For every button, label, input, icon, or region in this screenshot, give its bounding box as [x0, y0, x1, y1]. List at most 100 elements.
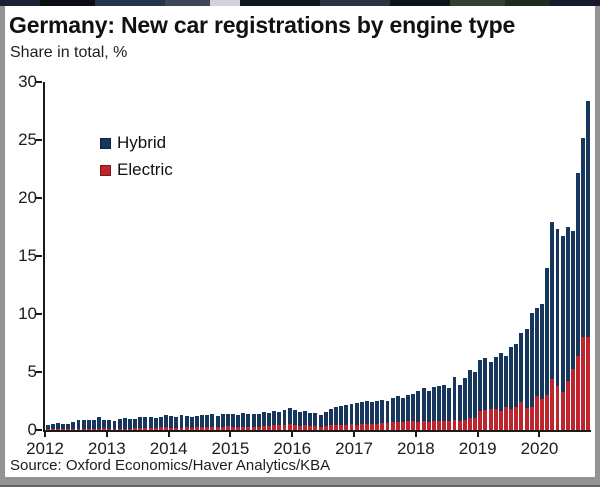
- chart-canvas: Germany: New car registrations by engine…: [5, 6, 595, 477]
- bar: [256, 414, 261, 430]
- x-tick: [476, 432, 479, 437]
- bar: [555, 229, 560, 430]
- x-tick: [105, 432, 108, 437]
- bar: [55, 423, 60, 430]
- x-tick-label: 2014: [149, 439, 188, 458]
- bar: [406, 395, 411, 430]
- bar: [287, 407, 292, 430]
- bar: [364, 401, 369, 430]
- bar: [231, 414, 235, 430]
- x-tick: [229, 432, 232, 437]
- bar: [550, 222, 555, 430]
- y-tick: [36, 197, 42, 199]
- bar: [236, 414, 241, 430]
- y-tick-label: 25: [18, 130, 37, 149]
- bar: [66, 424, 71, 430]
- bar: [519, 332, 524, 430]
- bar: [467, 369, 472, 430]
- bar: [184, 415, 189, 430]
- bar: [354, 403, 359, 430]
- y-tick: [36, 313, 42, 315]
- bar: [86, 419, 91, 430]
- bar: [488, 361, 493, 430]
- bar: [534, 308, 539, 430]
- bar: [205, 414, 210, 430]
- bar: [138, 416, 143, 430]
- bar: [560, 236, 565, 430]
- x-tick: [353, 432, 356, 437]
- bar: [200, 414, 205, 430]
- bar: [493, 356, 498, 430]
- hybrid-swatch-icon: [100, 137, 111, 149]
- bar: [97, 417, 102, 430]
- x-axis-line: [43, 430, 591, 432]
- y-tick: [36, 371, 42, 373]
- bar: [261, 412, 266, 430]
- y-tick-label: 15: [18, 246, 37, 265]
- chart-subtitle: Share in total, %: [10, 44, 128, 61]
- y-tick-label: 20: [18, 188, 37, 207]
- bar: [282, 409, 287, 430]
- bar: [473, 372, 478, 430]
- legend-label-electric: Electric: [117, 160, 173, 179]
- bar: [76, 420, 81, 430]
- bar: [457, 384, 462, 430]
- bar: [498, 353, 503, 430]
- x-tick-label: 2019: [458, 439, 497, 458]
- bar: [540, 303, 545, 430]
- bar: [91, 419, 96, 430]
- bar: [174, 416, 179, 430]
- bar: [529, 312, 534, 430]
- bar: [246, 414, 251, 430]
- bar: [179, 414, 184, 430]
- x-tick-label: 2017: [335, 439, 373, 458]
- bar: [122, 417, 127, 430]
- bar: [370, 402, 375, 430]
- bar: [442, 384, 447, 430]
- bar: [107, 419, 112, 430]
- bar: [421, 388, 426, 430]
- bar: [328, 408, 333, 430]
- bar: [447, 388, 452, 430]
- y-tick: [36, 429, 42, 431]
- source-note: Source: Oxford Economics/Haver Analytics…: [10, 457, 331, 474]
- legend-item-hybrid: Hybrid: [100, 133, 173, 153]
- bar: [416, 390, 421, 430]
- bar: [339, 405, 344, 430]
- bar: [189, 416, 194, 430]
- bar: [344, 405, 349, 430]
- x-tick: [44, 432, 46, 437]
- bar: [385, 401, 390, 430]
- bar: [437, 385, 441, 430]
- bar: [292, 410, 297, 430]
- bar: [504, 355, 508, 430]
- bar: [478, 360, 483, 430]
- bar: [148, 416, 153, 430]
- bar: [215, 415, 220, 430]
- y-tick: [36, 81, 42, 83]
- x-tick-label: 2020: [520, 439, 559, 458]
- bar: [349, 404, 354, 430]
- bar: [323, 412, 328, 430]
- bar: [565, 227, 570, 430]
- bar: [143, 417, 148, 430]
- photo-strip: [0, 0, 600, 6]
- y-tick-label: 10: [18, 304, 37, 323]
- bar: [251, 413, 256, 430]
- y-tick-label: 30: [18, 72, 37, 91]
- bar: [509, 346, 514, 430]
- bar: [576, 172, 581, 430]
- electric-swatch-icon: [100, 164, 111, 176]
- bar: [303, 411, 308, 430]
- bar: [359, 401, 364, 430]
- legend-item-electric: Electric: [100, 160, 173, 180]
- x-tick: [167, 432, 170, 437]
- y-tick: [36, 255, 42, 257]
- bar: [225, 413, 230, 430]
- bar: [81, 419, 86, 430]
- x-tick: [414, 432, 417, 437]
- bar: [308, 412, 313, 430]
- x-tick-label: 2012: [26, 439, 64, 458]
- bar: [524, 329, 529, 430]
- bar: [375, 401, 380, 430]
